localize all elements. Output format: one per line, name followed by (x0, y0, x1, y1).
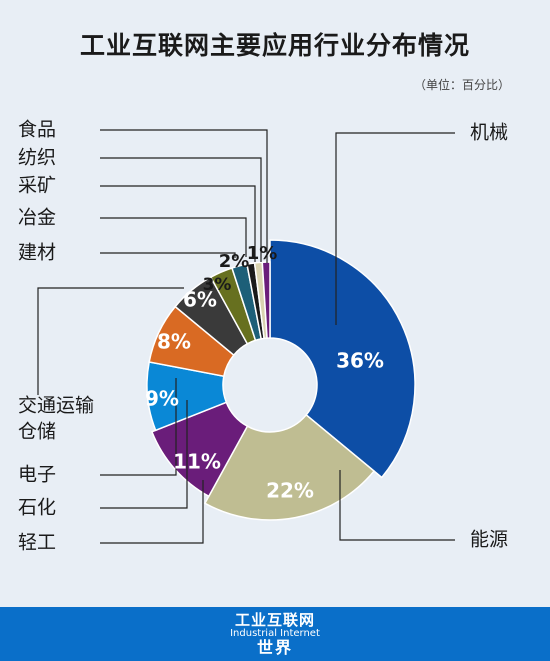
value-label-7: 2% (219, 251, 250, 272)
category-label-2: 轻工 (18, 532, 56, 554)
value-label-6: 3% (203, 275, 232, 295)
category-label-10: 食品 (18, 119, 56, 141)
value-label-9: 1% (247, 243, 278, 264)
value-label-0: 36% (336, 349, 384, 373)
value-label-4: 8% (157, 330, 191, 354)
leader-line-10 (100, 129, 268, 263)
leader-line-6 (100, 252, 236, 258)
leader-line-3 (100, 400, 188, 509)
logo-word: 世界 (256, 638, 293, 657)
category-label-0: 机械 (470, 122, 508, 144)
value-label-1: 22% (266, 479, 314, 503)
category-label-6: 建材 (18, 242, 56, 264)
value-labels: 36% 22% 11% 9% 8% 6%3% 2%1% (145, 243, 384, 503)
leader-line-0 (335, 132, 455, 325)
leader-line-2 (100, 480, 204, 544)
logo-subtitle: Industrial Internet (230, 628, 320, 639)
value-label-3: 9% (145, 387, 179, 411)
chart-title: 工业互联网主要应用行业分布情况 (79, 31, 470, 60)
leader-line-9 (100, 157, 262, 262)
brand-logo: 工业互联网 Industrial Internet 世界 (0, 612, 550, 657)
unit-label: （单位：百分比） (413, 78, 510, 92)
slice-10 (261, 261, 271, 339)
category-label-3: 石化 (18, 497, 56, 519)
category-label-5-line-1: 仓储 (18, 421, 56, 443)
leader-lines (37, 129, 455, 544)
footer-bar (0, 607, 550, 661)
leader-line-7 (100, 217, 247, 257)
slice-1 (203, 413, 376, 521)
category-label-5-line-0: 交通运输 (18, 395, 94, 417)
category-label-8: 采矿 (18, 175, 56, 197)
value-label-2: 11% (173, 450, 221, 474)
category-label-1: 能源 (470, 529, 508, 551)
category-label-4: 电子 (18, 464, 56, 486)
category-label-9: 纺织 (18, 147, 56, 169)
leader-line-4 (100, 378, 177, 476)
leader-line-1 (339, 470, 455, 541)
category-label-7: 冶金 (18, 207, 56, 229)
value-label-5: 6% (183, 288, 217, 312)
leader-line-8 (100, 185, 256, 262)
slice-0 (269, 239, 416, 479)
leader-line-5 (37, 287, 184, 395)
logo-title: 工业互联网 (234, 611, 315, 629)
